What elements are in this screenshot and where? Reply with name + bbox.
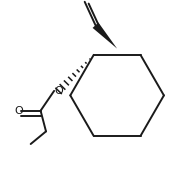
Polygon shape [93, 22, 117, 49]
Text: O: O [54, 86, 63, 96]
Text: O: O [14, 106, 23, 116]
